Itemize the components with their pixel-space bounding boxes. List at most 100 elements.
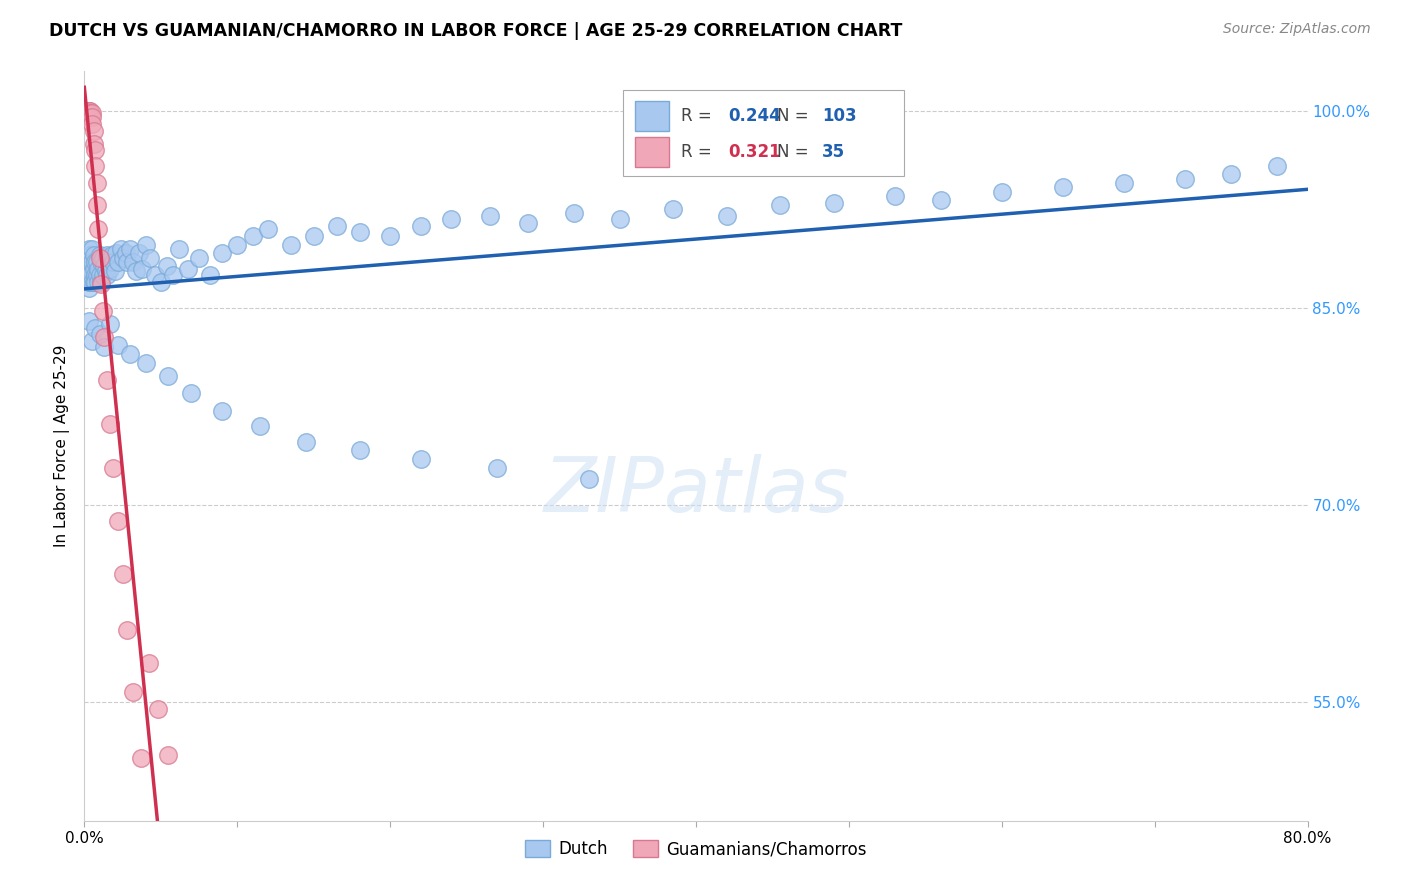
Point <box>86 176 108 190</box>
Point <box>79 248 101 262</box>
Point <box>115 623 138 637</box>
Point <box>211 245 233 260</box>
Point <box>77 314 100 328</box>
Point <box>83 248 105 262</box>
Bar <box>636 101 669 131</box>
Point <box>91 303 114 318</box>
Point <box>929 193 952 207</box>
Point <box>80 117 103 131</box>
Point <box>157 747 180 762</box>
Point <box>79 268 101 282</box>
Point <box>1174 172 1197 186</box>
Point <box>76 103 98 118</box>
Text: 0.321: 0.321 <box>728 143 780 161</box>
Point <box>131 261 153 276</box>
Point <box>120 347 142 361</box>
Point <box>90 275 112 289</box>
Text: ZIPatlas: ZIPatlas <box>543 454 849 528</box>
Point <box>111 251 134 265</box>
Point <box>769 198 792 212</box>
Point <box>87 222 110 236</box>
Point <box>89 327 111 342</box>
Legend: Dutch, Guamanians/Chamorros: Dutch, Guamanians/Chamorros <box>519 833 873 864</box>
Point <box>87 261 110 276</box>
Point <box>87 275 110 289</box>
Point <box>77 106 100 120</box>
Point <box>162 268 184 282</box>
Point <box>198 268 221 282</box>
Point <box>84 255 107 269</box>
Point <box>93 340 115 354</box>
Point <box>325 219 347 234</box>
Point <box>157 369 180 384</box>
Point <box>83 123 105 137</box>
Point <box>89 248 111 262</box>
Point <box>409 219 432 234</box>
Text: 35: 35 <box>823 143 845 161</box>
Point <box>93 259 115 273</box>
Point <box>84 275 107 289</box>
Point <box>84 143 107 157</box>
Point <box>90 255 112 269</box>
Point <box>83 136 105 151</box>
Point <box>146 702 169 716</box>
Point <box>440 211 463 226</box>
Text: R =: R = <box>682 143 717 161</box>
Point <box>84 159 107 173</box>
Point <box>1052 180 1074 194</box>
Point <box>177 261 200 276</box>
Point <box>143 268 166 282</box>
Point <box>86 255 108 269</box>
Point <box>139 251 162 265</box>
Point <box>79 275 101 289</box>
Point <box>135 356 157 370</box>
Point <box>609 211 631 226</box>
Point <box>94 264 117 278</box>
Point <box>79 106 101 120</box>
Point <box>76 261 98 276</box>
Point <box>79 111 101 125</box>
Point <box>89 251 111 265</box>
Point <box>98 317 121 331</box>
Point <box>349 442 371 457</box>
Point <box>107 514 129 528</box>
Point <box>167 242 190 256</box>
Point <box>83 275 105 289</box>
Point <box>486 461 509 475</box>
Point <box>115 255 138 269</box>
Point <box>104 264 127 278</box>
Point <box>1220 167 1243 181</box>
Point <box>107 255 129 269</box>
Point <box>138 656 160 670</box>
Point <box>295 435 318 450</box>
Point <box>180 386 202 401</box>
Text: R =: R = <box>682 107 717 125</box>
Point <box>125 264 148 278</box>
Text: 103: 103 <box>823 107 856 125</box>
Point <box>76 106 98 120</box>
Point <box>562 206 585 220</box>
Point <box>110 242 132 256</box>
Point <box>516 215 538 229</box>
Point <box>128 245 150 260</box>
Point <box>80 106 103 120</box>
Point <box>578 472 600 486</box>
Point <box>349 225 371 239</box>
Point <box>86 198 108 212</box>
Point <box>103 461 125 475</box>
Point <box>111 566 134 581</box>
Point <box>97 255 120 269</box>
Point <box>280 238 302 252</box>
Point <box>77 268 100 282</box>
Point <box>242 228 264 243</box>
Point <box>883 189 905 203</box>
Point <box>80 275 103 289</box>
Point <box>257 222 280 236</box>
FancyBboxPatch shape <box>623 90 904 177</box>
Point <box>211 403 233 417</box>
Text: DUTCH VS GUAMANIAN/CHAMORRO IN LABOR FORCE | AGE 25-29 CORRELATION CHART: DUTCH VS GUAMANIAN/CHAMORRO IN LABOR FOR… <box>49 22 903 40</box>
Point <box>1114 176 1136 190</box>
Point <box>96 373 118 387</box>
Point <box>101 248 124 262</box>
Point <box>380 228 402 243</box>
